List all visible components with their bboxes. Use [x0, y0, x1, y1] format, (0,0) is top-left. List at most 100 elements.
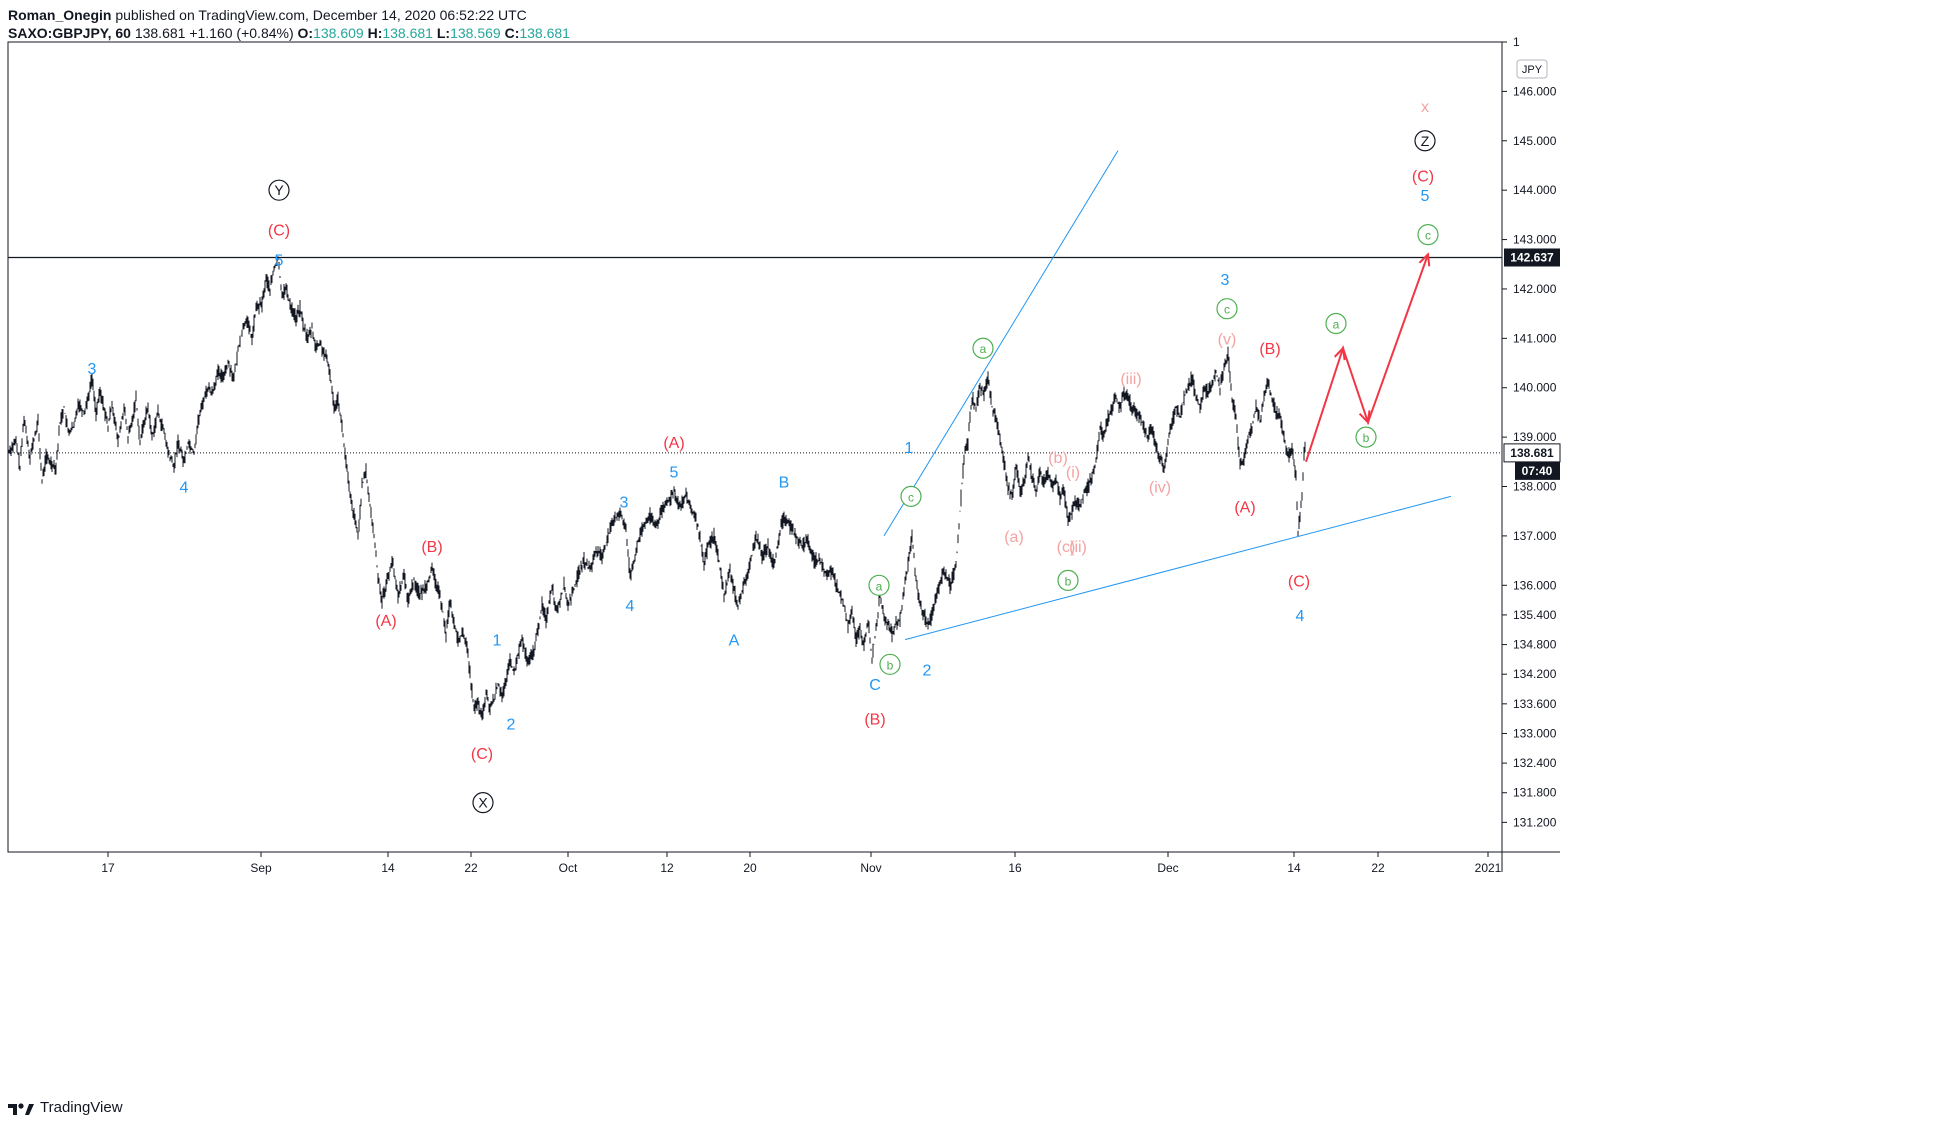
wave-label: X — [478, 795, 488, 811]
y-tick-label: 140.000 — [1513, 381, 1557, 395]
wave-label: (B) — [421, 539, 442, 556]
publish-line: Roman_Onegin published on TradingView.co… — [8, 6, 570, 24]
projection-arrowhead — [1333, 346, 1346, 361]
wave-label: a — [876, 579, 883, 593]
wave-label: x — [1421, 99, 1429, 116]
wave-label-circle — [1325, 312, 1347, 335]
wave-label: 1 — [905, 440, 914, 457]
x-tick-label: Nov — [860, 861, 881, 875]
countdown-label: 07:40 — [1522, 464, 1553, 478]
y-tick-label: 134.200 — [1513, 667, 1557, 681]
wave-label: 4 — [180, 480, 189, 497]
wave-label-circle — [879, 653, 901, 675]
footer-brand-text: TradingView — [40, 1099, 123, 1116]
wave-label: 5 — [275, 252, 284, 269]
wave-label: Y — [274, 182, 284, 198]
wave-label: (B) — [864, 712, 885, 729]
y-tick-label: 142.000 — [1513, 282, 1557, 296]
y-tick-label: 138.000 — [1513, 480, 1557, 494]
wave-label: (B) — [1259, 341, 1280, 358]
wave-label: (a) — [1004, 529, 1024, 546]
wave-label: (iv) — [1149, 480, 1171, 497]
trendline-2[interactable] — [904, 495, 1452, 641]
currency-badge-label: JPY — [1522, 64, 1543, 76]
x-tick-label: 14 — [1287, 861, 1301, 875]
wave-label: (i) — [1066, 465, 1080, 482]
wave-label-circle — [472, 792, 494, 814]
wave-label-circle — [268, 179, 290, 201]
wave-label: (c) — [1057, 539, 1076, 556]
open-label: O: — [297, 25, 314, 41]
x-tick-label: 16 — [1008, 861, 1022, 875]
hline-price-tag — [1504, 248, 1560, 267]
y-tick-label: 143.000 — [1513, 233, 1557, 247]
wave-label: 2 — [507, 717, 516, 734]
wave-label-circle — [868, 574, 890, 596]
wave-label: (v) — [1218, 331, 1237, 348]
y-tick-label: 139.000 — [1513, 430, 1557, 444]
wave-label: 3 — [620, 494, 629, 511]
y-tick-label: 131.200 — [1513, 815, 1557, 829]
x-tick-label: 12 — [660, 861, 674, 875]
wave-label: (b) — [1048, 450, 1068, 467]
wave-label: (C) — [268, 223, 290, 240]
y-tick-label: 1 — [1513, 35, 1520, 49]
wave-label: (C) — [1288, 573, 1310, 590]
wave-label: (C) — [471, 746, 493, 763]
wave-label: (C) — [1412, 168, 1434, 185]
price-series-line[interactable] — [7, 256, 1306, 721]
currency-badge[interactable] — [1516, 59, 1548, 79]
last-price: 138.681 — [134, 25, 186, 41]
wave-label: b — [887, 658, 894, 672]
wave-label: 2 — [923, 662, 932, 679]
tradingview-logo-icon — [8, 1102, 34, 1115]
wave-label: B — [779, 475, 790, 492]
wave-label: b — [1363, 431, 1370, 445]
wave-label: 4 — [1296, 608, 1305, 625]
wave-label: 3 — [1221, 272, 1230, 289]
y-tick-label: 144.000 — [1513, 183, 1557, 197]
wave-label: Z — [1421, 133, 1430, 149]
plot-frame — [7, 41, 1503, 853]
wave-label: 5 — [670, 465, 679, 482]
wave-label: (A) — [1234, 499, 1255, 516]
wave-label-circle — [1417, 224, 1439, 246]
projection-path[interactable] — [1305, 254, 1429, 463]
y-tick-label: 137.000 — [1513, 529, 1557, 543]
close-label: C: — [504, 25, 520, 41]
x-tick-label: 2021 — [1475, 861, 1502, 875]
published-text: published on TradingView.com, December 1… — [115, 7, 527, 23]
wave-label: C — [869, 677, 881, 694]
footer-brand[interactable]: TradingView — [8, 1099, 123, 1116]
x-tick-label: Oct — [559, 861, 578, 875]
wave-label-circle — [900, 485, 922, 507]
wave-label-circle — [1057, 569, 1079, 591]
wave-label-circle — [1414, 130, 1436, 152]
x-tick-label: 22 — [464, 861, 478, 875]
y-tick-label: 133.000 — [1513, 726, 1557, 740]
symbol-name[interactable]: SAXO:GBPJPY, 60 — [8, 25, 131, 41]
wave-label: 3 — [88, 361, 97, 378]
x-tick-label: 14 — [381, 861, 395, 875]
y-tick-label: 135.400 — [1513, 608, 1557, 622]
wave-label: c — [1425, 229, 1431, 243]
y-tick-label: 132.400 — [1513, 756, 1557, 770]
wave-label: A — [729, 633, 740, 650]
low-value: 138.569 — [450, 25, 501, 41]
trendline-1[interactable] — [883, 150, 1119, 537]
close-value: 138.681 — [519, 25, 570, 41]
x-tick-label: Sep — [250, 861, 272, 875]
wave-label: c — [1224, 303, 1230, 317]
chart-header: Roman_Onegin published on TradingView.co… — [8, 6, 570, 42]
wave-label: c — [908, 490, 914, 504]
projection-arrowhead — [1418, 252, 1431, 267]
y-tick-label: 134.800 — [1513, 638, 1557, 652]
wave-label-circle — [1216, 298, 1238, 320]
last-price-label: 138.681 — [1510, 446, 1554, 460]
author-name[interactable]: Roman_Onegin — [8, 7, 112, 23]
wave-label: 4 — [626, 598, 635, 615]
x-tick-label: 22 — [1371, 861, 1385, 875]
y-tick-label: 146.000 — [1513, 84, 1557, 98]
countdown-tag — [1515, 461, 1560, 480]
